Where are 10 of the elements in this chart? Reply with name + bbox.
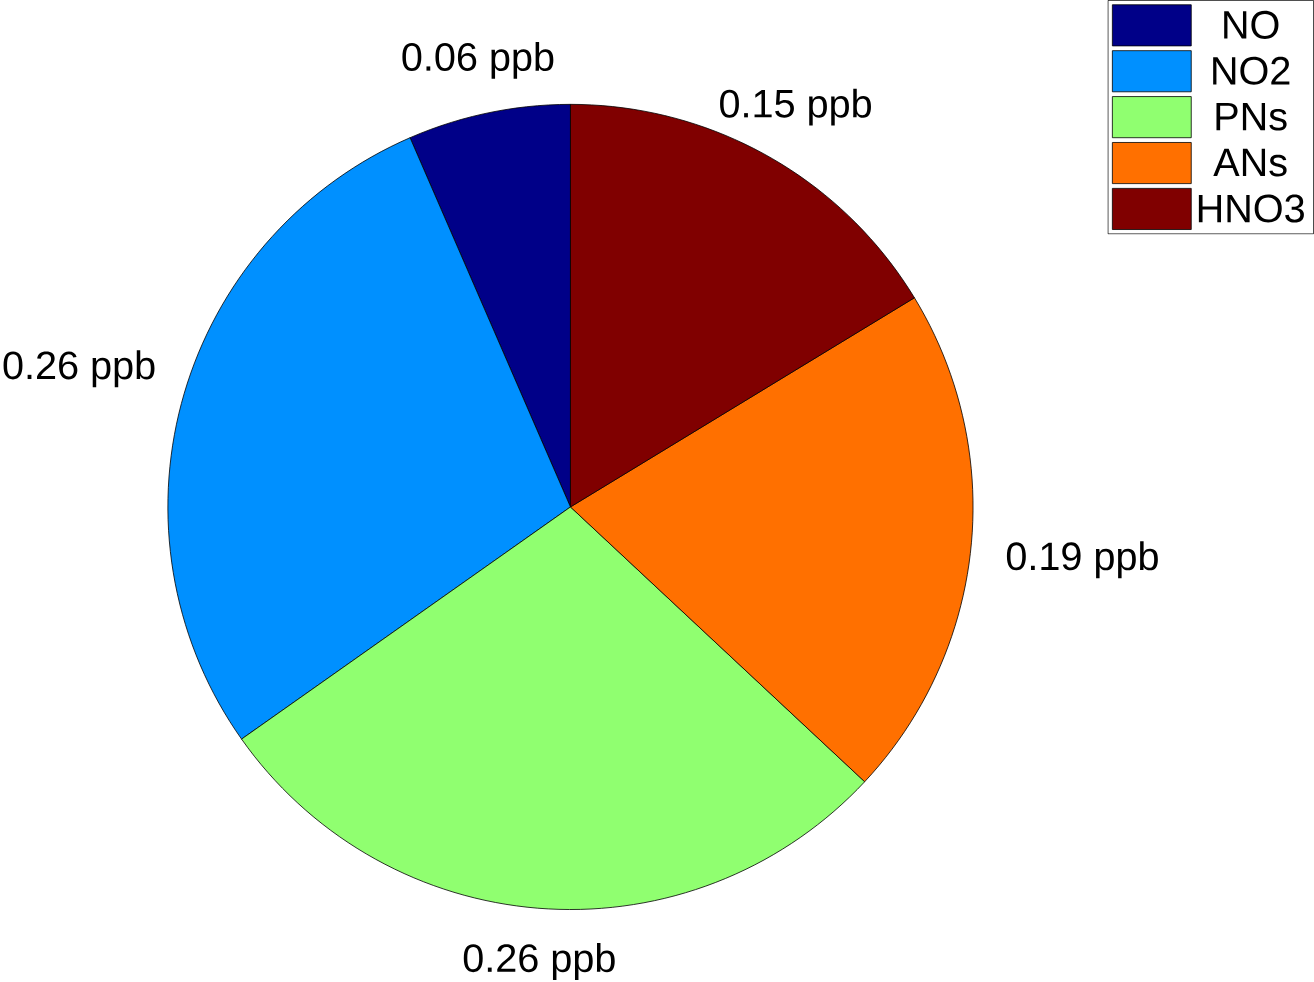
- data-label: 0.06 ppb: [402, 41, 554, 79]
- data-label: 0.26 ppb: [463, 943, 615, 981]
- legend-label: HNO3: [1198, 194, 1304, 223]
- data-label: 0.19 ppb: [1006, 541, 1158, 579]
- data-label: 0.26 ppb: [3, 350, 155, 388]
- legend-label: ANs: [1213, 148, 1287, 177]
- data-label: 0.15 ppb: [720, 88, 871, 126]
- legend-label: PNs: [1216, 102, 1287, 131]
- legend-label: NO: [1224, 10, 1279, 39]
- legend-label: NO2: [1213, 56, 1290, 85]
